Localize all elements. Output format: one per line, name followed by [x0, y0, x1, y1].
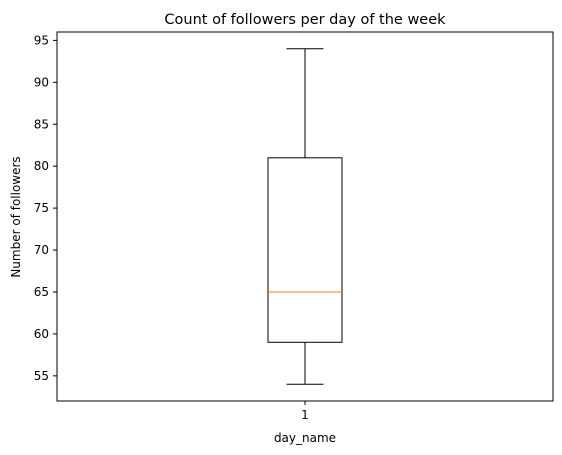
y-tick-label: 60: [34, 327, 49, 341]
x-tick-label: 1: [301, 408, 309, 422]
box-plot-boxes: [267, 48, 343, 385]
y-tick-label: 55: [34, 369, 49, 383]
x-axis-label: day_name: [274, 431, 336, 445]
y-tick-label: 75: [34, 201, 49, 215]
y-tick-label: 85: [34, 117, 49, 131]
y-tick-label: 95: [34, 33, 49, 47]
chart-title: Count of followers per day of the week: [164, 12, 446, 28]
x-axis-ticks: 1: [301, 401, 309, 422]
y-tick-label: 65: [34, 285, 49, 299]
interquartile-box: [267, 157, 343, 343]
y-tick-label: 80: [34, 159, 49, 173]
box-plot-item: [267, 48, 343, 385]
y-tick-label: 90: [34, 75, 49, 89]
y-axis-label: Number of followers: [9, 156, 23, 277]
y-axis-ticks: 55 60 65 70 75 80 85 90 95: [34, 33, 57, 383]
y-tick-label: 70: [34, 243, 49, 257]
